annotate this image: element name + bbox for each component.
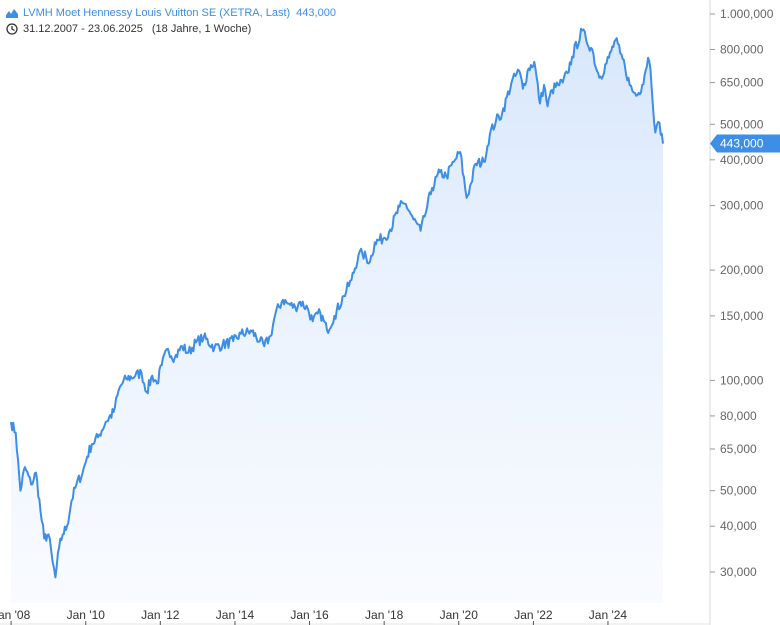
x-tick-label: Jan '08 (0, 608, 31, 622)
y-tick-label: 800,000 (720, 43, 764, 57)
y-tick-label: 500,000 (720, 117, 764, 131)
y-tick-label: 65,000 (720, 442, 757, 456)
y-tick-label: 650,000 (720, 76, 764, 90)
date-range-row: 31.12.2007 - 23.06.2025 (18 Jahre, 1 Woc… (6, 21, 336, 37)
y-tick-label: 30,000 (720, 565, 757, 579)
date-duration: (18 Jahre, 1 Woche) (151, 23, 252, 35)
date-range: 31.12.2007 - 23.06.2025 (23, 23, 143, 35)
y-tick-label: 100,000 (720, 373, 764, 387)
x-tick-label: Jan '24 (589, 608, 628, 622)
x-tick-label: Jan '18 (365, 608, 404, 622)
series-line[interactable] (10, 27, 664, 579)
mountain-chart-icon (6, 9, 18, 18)
y-tick-label: 200,000 (720, 263, 764, 277)
y-tick-label: 400,000 (720, 153, 764, 167)
series-last-value: 443,000 (296, 7, 336, 19)
series-legend[interactable]: LVMH Moet Hennessy Louis Vuitton SE (XET… (6, 5, 336, 21)
x-tick-label: Jan '12 (141, 608, 180, 622)
clock-icon (6, 23, 18, 35)
series-area (11, 28, 663, 604)
y-tick-label: 150,000 (720, 309, 764, 323)
last-value-badge-label: 443,000 (720, 137, 764, 151)
y-tick-label: 40,000 (720, 519, 757, 533)
chart-header: LVMH Moet Hennessy Louis Vuitton SE (XET… (6, 5, 336, 37)
x-tick-label: Jan '14 (216, 608, 255, 622)
x-tick-label: Jan '20 (440, 608, 479, 622)
x-tick-label: Jan '10 (67, 608, 106, 622)
series-title: LVMH Moet Hennessy Louis Vuitton SE (XET… (23, 7, 291, 19)
x-tick-label: Jan '22 (514, 608, 553, 622)
last-value-badge (710, 134, 780, 153)
y-tick-label: 300,000 (720, 199, 764, 213)
y-tick-label: 80,000 (720, 409, 757, 423)
y-tick-label: 50,000 (720, 484, 757, 498)
x-tick-label: Jan '16 (290, 608, 329, 622)
y-tick-label: 1.000,000 (720, 7, 774, 21)
